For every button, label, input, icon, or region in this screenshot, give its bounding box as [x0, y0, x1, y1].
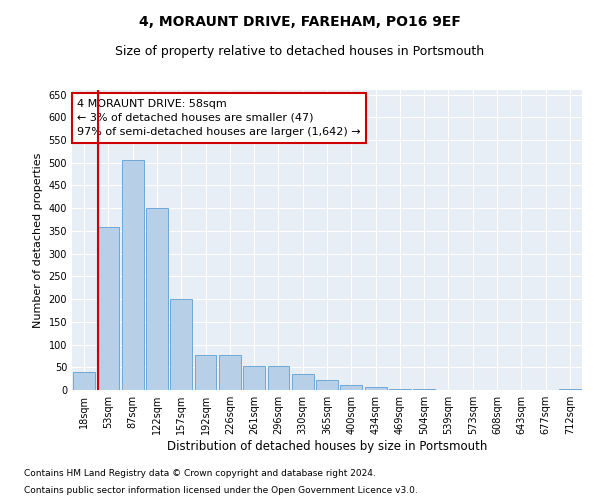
Bar [365, 388, 386, 390]
Bar [389, 388, 411, 390]
Bar [146, 208, 168, 390]
Bar [413, 388, 435, 390]
Bar [194, 354, 217, 390]
Bar [243, 366, 265, 390]
Y-axis label: Number of detached properties: Number of detached properties [33, 152, 43, 328]
Text: 4, MORAUNT DRIVE, FAREHAM, PO16 9EF: 4, MORAUNT DRIVE, FAREHAM, PO16 9EF [139, 15, 461, 29]
Bar [559, 388, 581, 390]
Text: 4 MORAUNT DRIVE: 58sqm
← 3% of detached houses are smaller (47)
97% of semi-deta: 4 MORAUNT DRIVE: 58sqm ← 3% of detached … [77, 99, 361, 137]
Bar [292, 374, 314, 390]
Bar [268, 366, 289, 390]
Bar [73, 372, 95, 390]
Text: Contains HM Land Registry data © Crown copyright and database right 2024.: Contains HM Land Registry data © Crown c… [24, 468, 376, 477]
Text: Contains public sector information licensed under the Open Government Licence v3: Contains public sector information licen… [24, 486, 418, 495]
Bar [97, 228, 119, 390]
Bar [170, 299, 192, 390]
Bar [316, 380, 338, 390]
Bar [340, 386, 362, 390]
Text: Size of property relative to detached houses in Portsmouth: Size of property relative to detached ho… [115, 45, 485, 58]
Bar [122, 160, 143, 390]
Bar [219, 354, 241, 390]
X-axis label: Distribution of detached houses by size in Portsmouth: Distribution of detached houses by size … [167, 440, 487, 453]
